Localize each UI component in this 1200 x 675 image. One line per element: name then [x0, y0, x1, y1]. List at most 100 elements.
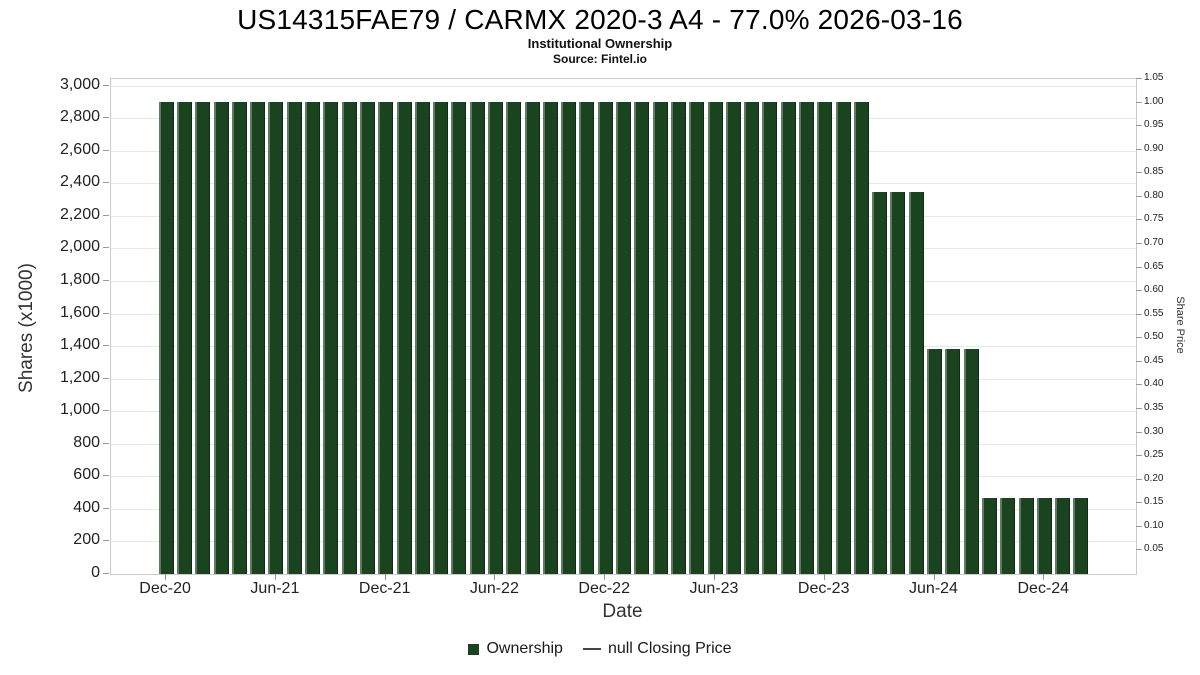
legend-item: null Closing Price: [582, 640, 732, 658]
legend: Ownership null Closing Price: [0, 640, 1200, 658]
ownership-bar: [561, 101, 577, 574]
right-axis-tick-label: 0.05: [1144, 543, 1164, 555]
right-axis-tick: [1136, 290, 1142, 292]
ownership-bar: [1073, 498, 1089, 574]
x-axis-tick: [933, 574, 935, 580]
x-axis-tick-label: Dec-23: [797, 580, 850, 597]
ownership-bar: [963, 348, 979, 574]
y-axis-tick-label: 1,600: [59, 303, 100, 321]
ownership-bar: [1036, 498, 1052, 574]
right-axis-tick: [1136, 478, 1142, 480]
ownership-bar: [305, 101, 320, 574]
right-axis-tick: [1136, 125, 1142, 127]
y-axis-tick: [103, 345, 109, 346]
x-axis-tick-label: Jun-22: [469, 580, 519, 597]
ownership-bar: [872, 192, 888, 574]
ownership-bar: [835, 101, 851, 574]
y-axis-tick: [103, 573, 109, 574]
gridline: [111, 85, 1136, 87]
x-axis-tick-label: Jun-21: [250, 580, 300, 597]
chart-source: Source: Fintel.io: [552, 52, 647, 66]
y-axis-tick: [103, 377, 109, 379]
right-axis-tick-label: 0.95: [1144, 119, 1164, 131]
y-axis-tick: [103, 84, 109, 86]
y-axis-tick-label: 1,800: [59, 270, 100, 288]
right-axis-tick-label: 0.20: [1144, 472, 1164, 484]
ownership-bar: [433, 101, 449, 574]
ownership-bar: [1000, 498, 1016, 574]
y-axis-tick-label: 1,000: [59, 401, 100, 419]
right-axis-tick-label: 0.45: [1144, 354, 1164, 366]
right-axis-tick: [1136, 384, 1142, 386]
right-axis-tick: [1136, 266, 1142, 268]
ownership-bar: [487, 101, 503, 574]
y-axis-tick: [103, 279, 109, 281]
x-axis-tick: [604, 574, 606, 580]
y-axis-tick-label: 3,000: [59, 75, 100, 93]
ownership-bar: [725, 101, 741, 574]
ownership-bar: [286, 101, 302, 574]
y-axis-tick: [103, 540, 109, 542]
ownership-bar: [670, 101, 686, 574]
ownership-bar: [890, 192, 906, 574]
x-axis-tick: [384, 574, 386, 580]
right-axis-tick-label: 0.90: [1144, 142, 1164, 154]
x-axis-tick: [165, 574, 167, 580]
x-axis-tick: [714, 574, 715, 580]
y-axis-tick-label: 2,200: [59, 205, 100, 223]
right-axis-tick-label: 0.60: [1144, 284, 1164, 296]
ownership-bar: [707, 101, 723, 574]
right-axis-tick: [1136, 337, 1142, 339]
y-axis-tick-label: 400: [73, 498, 100, 516]
ownership-bar: [195, 101, 211, 574]
x-axis-tick: [494, 574, 496, 580]
y-axis-tick-label: 1,400: [59, 336, 100, 353]
y-axis-tick: [103, 312, 109, 314]
right-axis-tick: [1136, 431, 1142, 433]
right-axis-tick: [1136, 219, 1142, 221]
x-axis-tick: [823, 574, 825, 580]
x-axis-tick-label: Dec-24: [1017, 580, 1070, 597]
right-axis-tick: [1136, 101, 1142, 103]
y-axis-tick-label: 200: [73, 531, 100, 549]
ownership-bar: [1018, 498, 1034, 574]
ownership-bar: [158, 101, 174, 574]
right-axis-tick-label: 0.25: [1144, 449, 1164, 461]
y-axis-tick: [103, 247, 109, 249]
right-axis-tick-label: 0.80: [1144, 189, 1164, 201]
x-axis-tick: [1043, 574, 1045, 580]
ownership-bar: [634, 101, 650, 574]
right-axis-tick: [1136, 172, 1142, 174]
x-axis-tick: [274, 574, 276, 580]
y-axis-tick: [103, 475, 109, 477]
y-axis-tick-label: 0: [91, 564, 100, 581]
right-axis-tick-label: 0.50: [1144, 331, 1164, 343]
ownership-bar: [323, 101, 339, 574]
legend-closing-price-line: [582, 647, 601, 651]
right-axis-tick-label: 0.30: [1144, 425, 1164, 437]
ownership-bar: [469, 101, 485, 574]
y-axis-tick-label: 2,400: [59, 173, 100, 191]
y-axis-tick-label: 2,800: [59, 108, 100, 126]
right-axis-tick: [1136, 195, 1142, 197]
ownership-bar: [780, 101, 796, 574]
x-axis-tick-label: Dec-20: [139, 580, 191, 597]
ownership-bar: [250, 101, 266, 574]
x-axis-tick-label: Dec-22: [578, 580, 630, 597]
ownership-bar: [616, 101, 631, 574]
legend-ownership-swatch: [468, 643, 480, 655]
y-axis-tick-label: 800: [73, 433, 100, 451]
ownership-bar: [1055, 498, 1071, 574]
ownership-bar: [579, 101, 595, 574]
chart-subtitle: Institutional Ownership: [527, 36, 673, 51]
right-axis-tick: [1136, 243, 1142, 244]
y-axis-tick-label: 1,200: [59, 368, 100, 386]
right-axis-tick: [1136, 360, 1142, 362]
right-axis-tick-label: 1.00: [1144, 95, 1164, 107]
y-axis-tick: [103, 442, 109, 444]
ownership-bar: [817, 101, 833, 574]
ownership-bar: [927, 348, 942, 574]
right-axis-tick-label: 0.35: [1144, 402, 1164, 413]
ownership-bar: [506, 101, 522, 574]
